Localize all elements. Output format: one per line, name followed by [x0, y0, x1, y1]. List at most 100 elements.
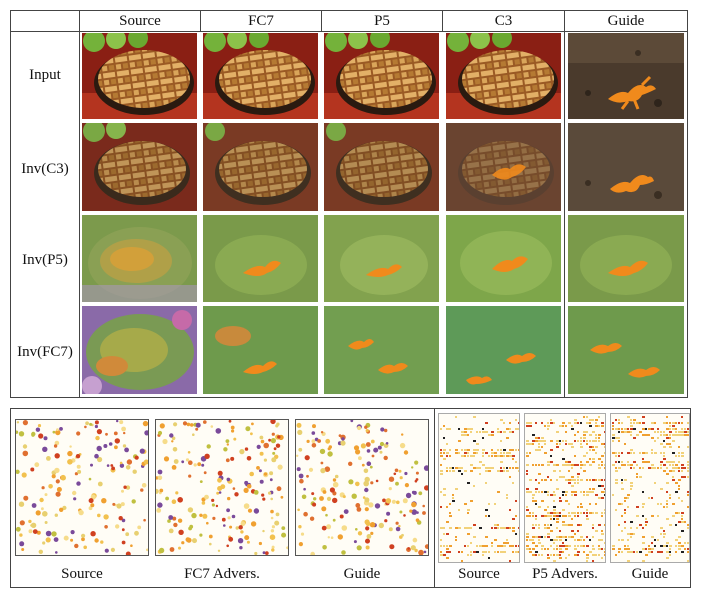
activation-cell — [559, 443, 561, 445]
activation-dot — [274, 520, 280, 526]
activation-cell — [592, 479, 595, 481]
activation-dot — [35, 510, 41, 516]
activation-dot — [51, 474, 56, 479]
activation-cell — [464, 527, 467, 529]
activation-cell — [535, 422, 537, 424]
activation-cell — [583, 494, 585, 496]
activation-cell — [526, 422, 529, 424]
activation-cell — [538, 440, 541, 442]
activation-cell — [654, 422, 656, 424]
activation-dot — [59, 427, 63, 431]
activation-cell — [663, 434, 666, 436]
activation-dot — [226, 544, 229, 548]
activation-cell — [479, 467, 481, 469]
activation-cell — [580, 545, 583, 547]
activation-cell — [630, 422, 632, 424]
activation-dot — [391, 499, 396, 504]
activation-cell — [663, 422, 666, 424]
activation-dot — [182, 421, 188, 426]
activation-dot — [132, 469, 137, 474]
activation-cell — [470, 554, 472, 556]
activation-dot — [424, 544, 428, 549]
activation-cell — [571, 425, 573, 427]
activation-dot — [67, 450, 73, 457]
activation-dot — [388, 476, 395, 482]
activation-cell — [479, 527, 482, 529]
col-header-source: Source — [119, 13, 161, 29]
activation-cell — [491, 545, 493, 547]
activation-dot — [88, 498, 94, 504]
activation-cell — [538, 536, 541, 538]
activation-cell — [598, 554, 600, 556]
activation-cell — [553, 548, 555, 550]
activation-dot — [259, 451, 264, 456]
activation-dot — [382, 498, 386, 503]
activation-dot — [365, 521, 371, 527]
activation-dot — [240, 521, 246, 527]
activation-cell — [529, 425, 532, 427]
activation-cell — [515, 515, 517, 517]
activation-cell — [455, 488, 458, 490]
activation-cell — [443, 494, 446, 496]
activation-cell — [553, 506, 556, 508]
activation-cell — [568, 482, 571, 484]
activation-cell — [666, 461, 669, 463]
activation-cell — [657, 467, 659, 469]
activation-cell — [544, 509, 547, 511]
activation-cell — [446, 506, 448, 508]
activation-cell — [553, 464, 556, 466]
activation-cell — [494, 527, 497, 529]
activation-cell — [580, 503, 582, 505]
activation-dot — [85, 421, 89, 426]
activation-cell — [529, 443, 532, 445]
activation-cell — [669, 551, 671, 553]
activation-cell — [589, 449, 591, 451]
activation-cell — [612, 437, 615, 439]
activation-dot — [221, 517, 226, 522]
activation-cell — [485, 509, 488, 511]
activation-cell — [663, 464, 666, 466]
activation-cell — [446, 557, 449, 559]
activation-dot — [157, 430, 163, 436]
activation-cell — [604, 548, 605, 550]
activation-cell — [506, 452, 509, 454]
image-input-source — [82, 33, 197, 119]
activation-dot — [157, 475, 163, 481]
activation-cell — [547, 425, 550, 427]
activation-cell — [633, 533, 635, 535]
activation-dot — [327, 536, 330, 539]
activation-cell — [604, 524, 605, 526]
activation-dot — [384, 428, 388, 433]
activation-dot — [262, 551, 266, 555]
activation-cell — [538, 524, 540, 526]
activation-cell — [580, 491, 582, 493]
activation-cell — [535, 500, 537, 502]
activation-cell — [666, 503, 668, 505]
activation-dot — [301, 494, 307, 500]
activation-cell — [556, 554, 559, 556]
activation-dot — [355, 449, 361, 455]
activation-dot — [53, 537, 59, 542]
activation-dot — [306, 439, 310, 443]
activation-cell — [562, 509, 565, 511]
activation-dot — [263, 458, 267, 462]
activation-cell — [577, 554, 579, 556]
activation-cell — [571, 524, 573, 526]
activation-cell — [559, 539, 562, 541]
activation-cell — [565, 536, 567, 538]
activation-cell — [624, 500, 626, 502]
activation-cell — [464, 428, 467, 430]
activation-cell — [470, 527, 472, 529]
activation-cell — [672, 461, 675, 463]
activation-cell — [470, 500, 473, 502]
activation-cell — [532, 512, 534, 514]
activation-cell — [654, 482, 656, 484]
activation-cell — [627, 506, 629, 508]
activation-dot — [45, 537, 51, 543]
activation-dot — [118, 516, 123, 521]
activation-dot — [321, 506, 327, 512]
activation-dot — [244, 535, 250, 541]
activation-cell — [550, 461, 553, 463]
activation-cell — [601, 464, 603, 466]
activation-cell — [666, 416, 668, 418]
